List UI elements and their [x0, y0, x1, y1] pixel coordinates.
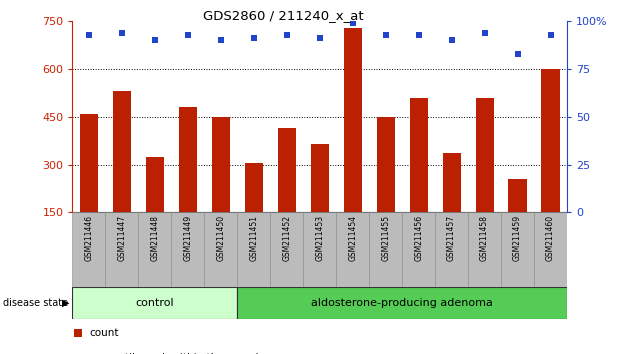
Text: GSM211460: GSM211460 [546, 215, 555, 261]
Bar [377, 117, 395, 212]
Text: GSM211456: GSM211456 [414, 215, 423, 261]
FancyBboxPatch shape [303, 212, 336, 287]
Text: count: count [89, 328, 119, 338]
Bar [244, 163, 263, 212]
Text: GSM211457: GSM211457 [447, 215, 456, 261]
Bar [541, 69, 559, 212]
Text: ▶: ▶ [62, 298, 69, 308]
FancyBboxPatch shape [171, 212, 204, 287]
Point [117, 30, 127, 35]
Bar [212, 117, 230, 212]
Text: GSM211458: GSM211458 [480, 215, 489, 261]
FancyBboxPatch shape [468, 212, 501, 287]
Bar [442, 154, 461, 212]
Bar [410, 98, 428, 212]
Point [84, 32, 94, 38]
Text: GSM211450: GSM211450 [216, 215, 226, 261]
Point [413, 32, 423, 38]
Point [315, 36, 325, 41]
Point [381, 32, 391, 38]
FancyBboxPatch shape [204, 212, 238, 287]
FancyBboxPatch shape [435, 212, 468, 287]
Text: control: control [135, 298, 174, 308]
Text: GSM211451: GSM211451 [249, 215, 258, 261]
Point [546, 32, 556, 38]
FancyBboxPatch shape [336, 212, 369, 287]
Text: GSM211455: GSM211455 [381, 215, 390, 261]
Bar [311, 144, 329, 212]
Text: GSM211452: GSM211452 [282, 215, 291, 261]
Bar [179, 107, 197, 212]
FancyBboxPatch shape [501, 212, 534, 287]
Point [348, 20, 358, 26]
Bar [278, 128, 296, 212]
FancyBboxPatch shape [105, 212, 139, 287]
FancyBboxPatch shape [139, 212, 171, 287]
Point [447, 38, 457, 43]
Bar [508, 179, 527, 212]
Text: aldosterone-producing adenoma: aldosterone-producing adenoma [311, 298, 493, 308]
Text: GSM211459: GSM211459 [513, 215, 522, 261]
Point [479, 30, 490, 35]
FancyBboxPatch shape [238, 212, 270, 287]
FancyBboxPatch shape [72, 212, 105, 287]
Text: GSM211446: GSM211446 [84, 215, 93, 261]
Point [308, 51, 318, 57]
Bar [146, 156, 164, 212]
Text: percentile rank within the sample: percentile rank within the sample [89, 353, 265, 354]
FancyBboxPatch shape [238, 287, 567, 319]
Text: disease state: disease state [3, 298, 68, 308]
FancyBboxPatch shape [534, 212, 567, 287]
Bar [113, 91, 131, 212]
Point [249, 36, 259, 41]
Text: GDS2860 / 211240_x_at: GDS2860 / 211240_x_at [203, 9, 364, 22]
Bar [343, 28, 362, 212]
Text: GSM211448: GSM211448 [151, 215, 159, 261]
Point [215, 38, 226, 43]
Text: GSM211449: GSM211449 [183, 215, 192, 261]
Text: GSM211447: GSM211447 [117, 215, 127, 261]
Point [282, 32, 292, 38]
Bar [476, 98, 494, 212]
FancyBboxPatch shape [72, 287, 238, 319]
Bar [80, 114, 98, 212]
Text: GSM211454: GSM211454 [348, 215, 357, 261]
Point [150, 38, 160, 43]
Point [308, 282, 318, 288]
FancyBboxPatch shape [402, 212, 435, 287]
Text: GSM211453: GSM211453 [315, 215, 324, 261]
Point [513, 51, 523, 57]
Point [183, 32, 193, 38]
FancyBboxPatch shape [369, 212, 402, 287]
FancyBboxPatch shape [270, 212, 303, 287]
